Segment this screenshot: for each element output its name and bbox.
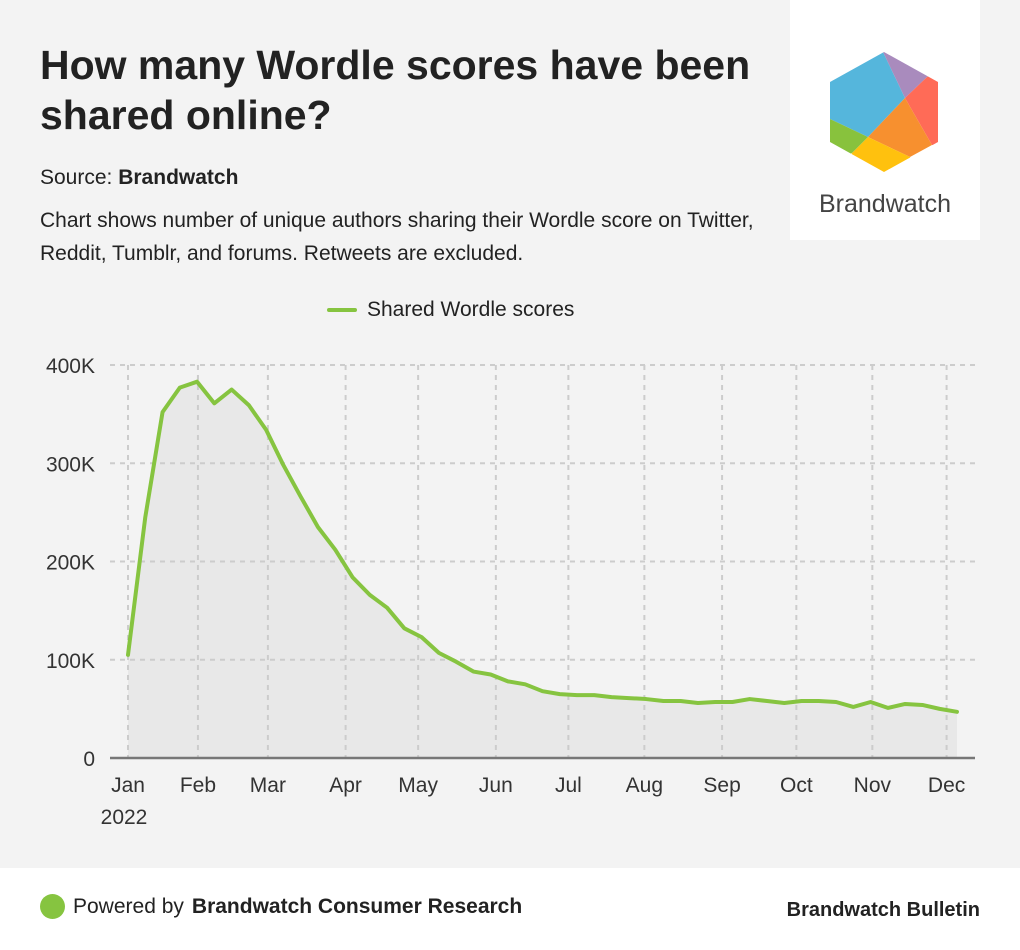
source-line: Source: Brandwatch — [40, 166, 238, 190]
x-tick-label: May — [398, 774, 438, 797]
x-tick-label: Aug — [626, 774, 663, 797]
legend-swatch — [327, 308, 357, 312]
chart-title: How many Wordle scores have been shared … — [40, 42, 751, 138]
x-tick-label: Jan — [111, 774, 145, 797]
x-tick-label: Dec — [928, 774, 965, 797]
y-tick-label: 0 — [83, 748, 95, 771]
x-tick-label: Sep — [703, 774, 740, 797]
area-fill — [128, 381, 957, 758]
chart-legend: Shared Wordle scores — [327, 298, 574, 322]
source-label: Source: — [40, 166, 113, 189]
legend-label: Shared Wordle scores — [367, 298, 575, 321]
y-tick-label: 100K — [46, 650, 95, 673]
y-tick-label: 200K — [46, 552, 95, 575]
y-tick-label: 300K — [46, 453, 95, 476]
powered-name: Brandwatch Consumer Research — [191, 894, 523, 918]
powered-prefix: Powered by — [73, 894, 184, 918]
x-tick-label: Apr — [329, 774, 362, 797]
x-tick-label: Nov — [854, 774, 892, 797]
footer: Powered by Brandwatch Consumer Research … — [0, 868, 1020, 950]
x-tick-label: Oct — [780, 774, 813, 797]
y-tick-label: 400K — [46, 355, 95, 378]
logo-text: Brandwatch — [818, 190, 952, 218]
brandwatch-hexagon-icon — [830, 52, 938, 172]
brand-dot-icon — [40, 894, 65, 919]
brandwatch-bulletin: Brandwatch Bulletin — [786, 899, 980, 921]
x-tick-label: Jul — [555, 774, 582, 797]
chart-description: Chart shows number of unique authors sha… — [40, 209, 754, 265]
powered-by: Powered by Brandwatch Consumer Research — [40, 894, 522, 919]
source-name: Brandwatch — [118, 166, 239, 189]
x-tick-label: Mar — [250, 774, 286, 797]
x-tick-year-label: 2022 — [101, 806, 148, 829]
line-chart: 0 100K 200K 300K 400K Jan 2022 Feb Mar Apr May Jun J… — [46, 355, 975, 829]
x-tick-label: Feb — [180, 774, 216, 797]
brandwatch-logo: Brandwatch — [790, 0, 980, 240]
x-tick-label: Jun — [479, 774, 513, 797]
